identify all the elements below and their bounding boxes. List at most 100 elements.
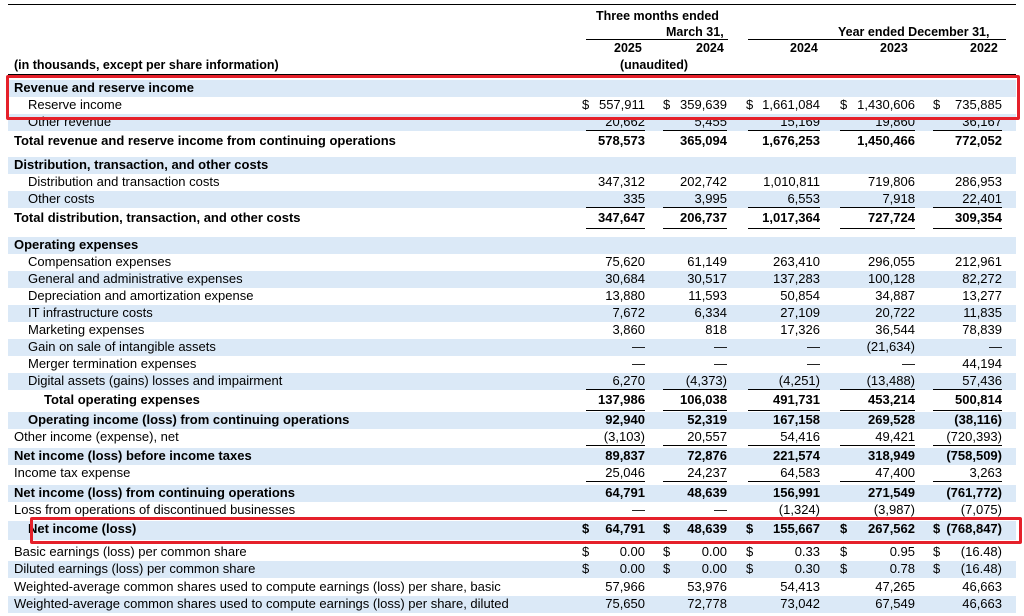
year-col-3: 2024	[790, 41, 818, 55]
statement-row: Reserve income $557,911 $359,639 $1,661,084…	[8, 97, 1016, 114]
row-value: —	[632, 502, 645, 517]
row-label: Distribution, transaction, and other cos…	[14, 157, 269, 172]
statement-row: Loss from operations of discontinued bus…	[8, 502, 1016, 519]
row-value: 0.30	[794, 561, 820, 576]
row-label: Reserve income	[28, 97, 122, 112]
row-value: —	[989, 339, 1002, 354]
row-value: 318,949	[868, 448, 915, 463]
row-value: (720,393)	[946, 429, 1002, 444]
subtotal-rule	[586, 130, 645, 131]
row-value: 296,055	[868, 254, 915, 269]
row-value: 6,270	[612, 373, 645, 388]
currency-symbol: $	[933, 544, 941, 559]
row-value: 82,272	[962, 271, 1002, 286]
row-value: 52,319	[687, 412, 727, 427]
subtotal-rule	[663, 445, 727, 446]
rule-year-ended	[748, 39, 1006, 40]
row-value: 48,639	[687, 485, 727, 500]
subtotal-rule	[840, 389, 915, 390]
row-value: 557,911	[598, 97, 645, 112]
row-value: 72,876	[687, 448, 727, 463]
currency-symbol: $	[663, 521, 671, 536]
row-value: 818	[705, 322, 727, 337]
row-label: Basic earnings (loss) per common share	[14, 544, 247, 559]
year-col-1: 2025	[614, 41, 642, 55]
row-label: Operating expenses	[14, 237, 139, 252]
subtotal-rule	[663, 481, 727, 482]
row-value: 453,214	[868, 392, 915, 407]
row-value: 727,724	[868, 210, 915, 225]
row-value: (13,488)	[866, 373, 915, 388]
row-value: (1,324)	[778, 502, 820, 517]
row-label: Weighted-average common shares used to c…	[14, 596, 509, 611]
subtotal-rule	[933, 481, 1002, 482]
subtotal-rule	[586, 410, 645, 411]
row-value: 269,528	[868, 412, 915, 427]
row-label: Loss from operations of discontinued bus…	[14, 502, 296, 517]
row-value: 25,046	[605, 465, 645, 480]
row-value: (761,772)	[946, 485, 1002, 500]
statement-row: Diluted earnings (loss) per common share…	[8, 561, 1016, 578]
row-value: (38,116)	[954, 412, 1002, 427]
top-rule	[8, 4, 1016, 5]
row-value: 13,880	[605, 288, 645, 303]
row-value: 61,149	[687, 254, 727, 269]
row-value: (7,075)	[960, 502, 1002, 517]
header-bottom-rule	[8, 74, 1016, 75]
row-value: 34,887	[875, 288, 915, 303]
statement-row: Operating expenses	[8, 237, 1016, 254]
statement-row: Total revenue and reserve income from co…	[8, 133, 1016, 152]
row-value: 156,991	[773, 485, 820, 500]
row-label: Net income (loss)	[28, 521, 137, 536]
subtotal-rule	[933, 207, 1002, 208]
row-value: 30,684	[605, 271, 645, 286]
row-value: 67,549	[875, 596, 915, 611]
subtotal-rule	[840, 410, 915, 411]
row-value: —	[807, 356, 820, 371]
highlight-box-revenue	[6, 75, 1020, 120]
header-three-months-line1: Three months ended	[596, 9, 719, 23]
row-value: 1,430,606	[857, 97, 915, 112]
row-value: 347,312	[598, 174, 645, 189]
row-label: Total operating expenses	[44, 392, 200, 407]
row-value: 17,326	[780, 322, 820, 337]
currency-symbol: $	[663, 561, 671, 576]
statement-row: Operating income (loss) from continuing …	[8, 412, 1016, 429]
subtotal-rule	[840, 207, 915, 208]
row-value: 100,128	[868, 271, 915, 286]
row-value: 167,158	[773, 412, 820, 427]
statement-row: Weighted-average common shares used to c…	[8, 596, 1016, 613]
row-value: (3,103)	[603, 429, 645, 444]
currency-symbol: $	[746, 521, 754, 536]
row-label: Income tax expense	[14, 465, 131, 480]
statement-row: Gain on sale of intangible assets — — — (21,…	[8, 339, 1016, 356]
row-value: —	[902, 356, 915, 371]
subtotal-rule	[586, 389, 645, 390]
row-value: 46,663	[962, 596, 1002, 611]
currency-symbol: $	[840, 521, 848, 536]
row-value: 54,413	[780, 579, 820, 594]
row-value: 335	[623, 191, 645, 206]
row-value: —	[714, 502, 727, 517]
units-note: (in thousands, except per share informat…	[14, 58, 279, 72]
row-label: Distribution and transaction costs	[28, 174, 220, 189]
statement-row: Income tax expense 25,046 24,237 64,583 47,4…	[8, 465, 1016, 482]
subtotal-rule	[586, 228, 645, 229]
subtotal-rule	[933, 445, 1002, 446]
row-value: (16.48)	[960, 544, 1002, 559]
subtotal-rule	[663, 389, 727, 390]
statement-row: Revenue and reserve income	[8, 80, 1016, 97]
subtotal-rule	[586, 481, 645, 482]
row-value: 50,854	[780, 288, 820, 303]
statement-row: Marketing expenses 3,860 818 17,326 36,544 78…	[8, 322, 1016, 339]
unaudited-note: (unaudited)	[620, 58, 689, 72]
statement-row: IT infrastructure costs 7,672 6,334 27,109 2…	[8, 305, 1016, 322]
row-value: 49,421	[875, 429, 915, 444]
row-value: 92,940	[605, 412, 645, 427]
subtotal-rule	[748, 228, 820, 229]
row-value: 286,953	[955, 174, 1002, 189]
row-value: —	[632, 339, 645, 354]
row-value: (4,373)	[685, 373, 727, 388]
row-value: 271,549	[868, 485, 915, 500]
row-value: 46,663	[962, 579, 1002, 594]
